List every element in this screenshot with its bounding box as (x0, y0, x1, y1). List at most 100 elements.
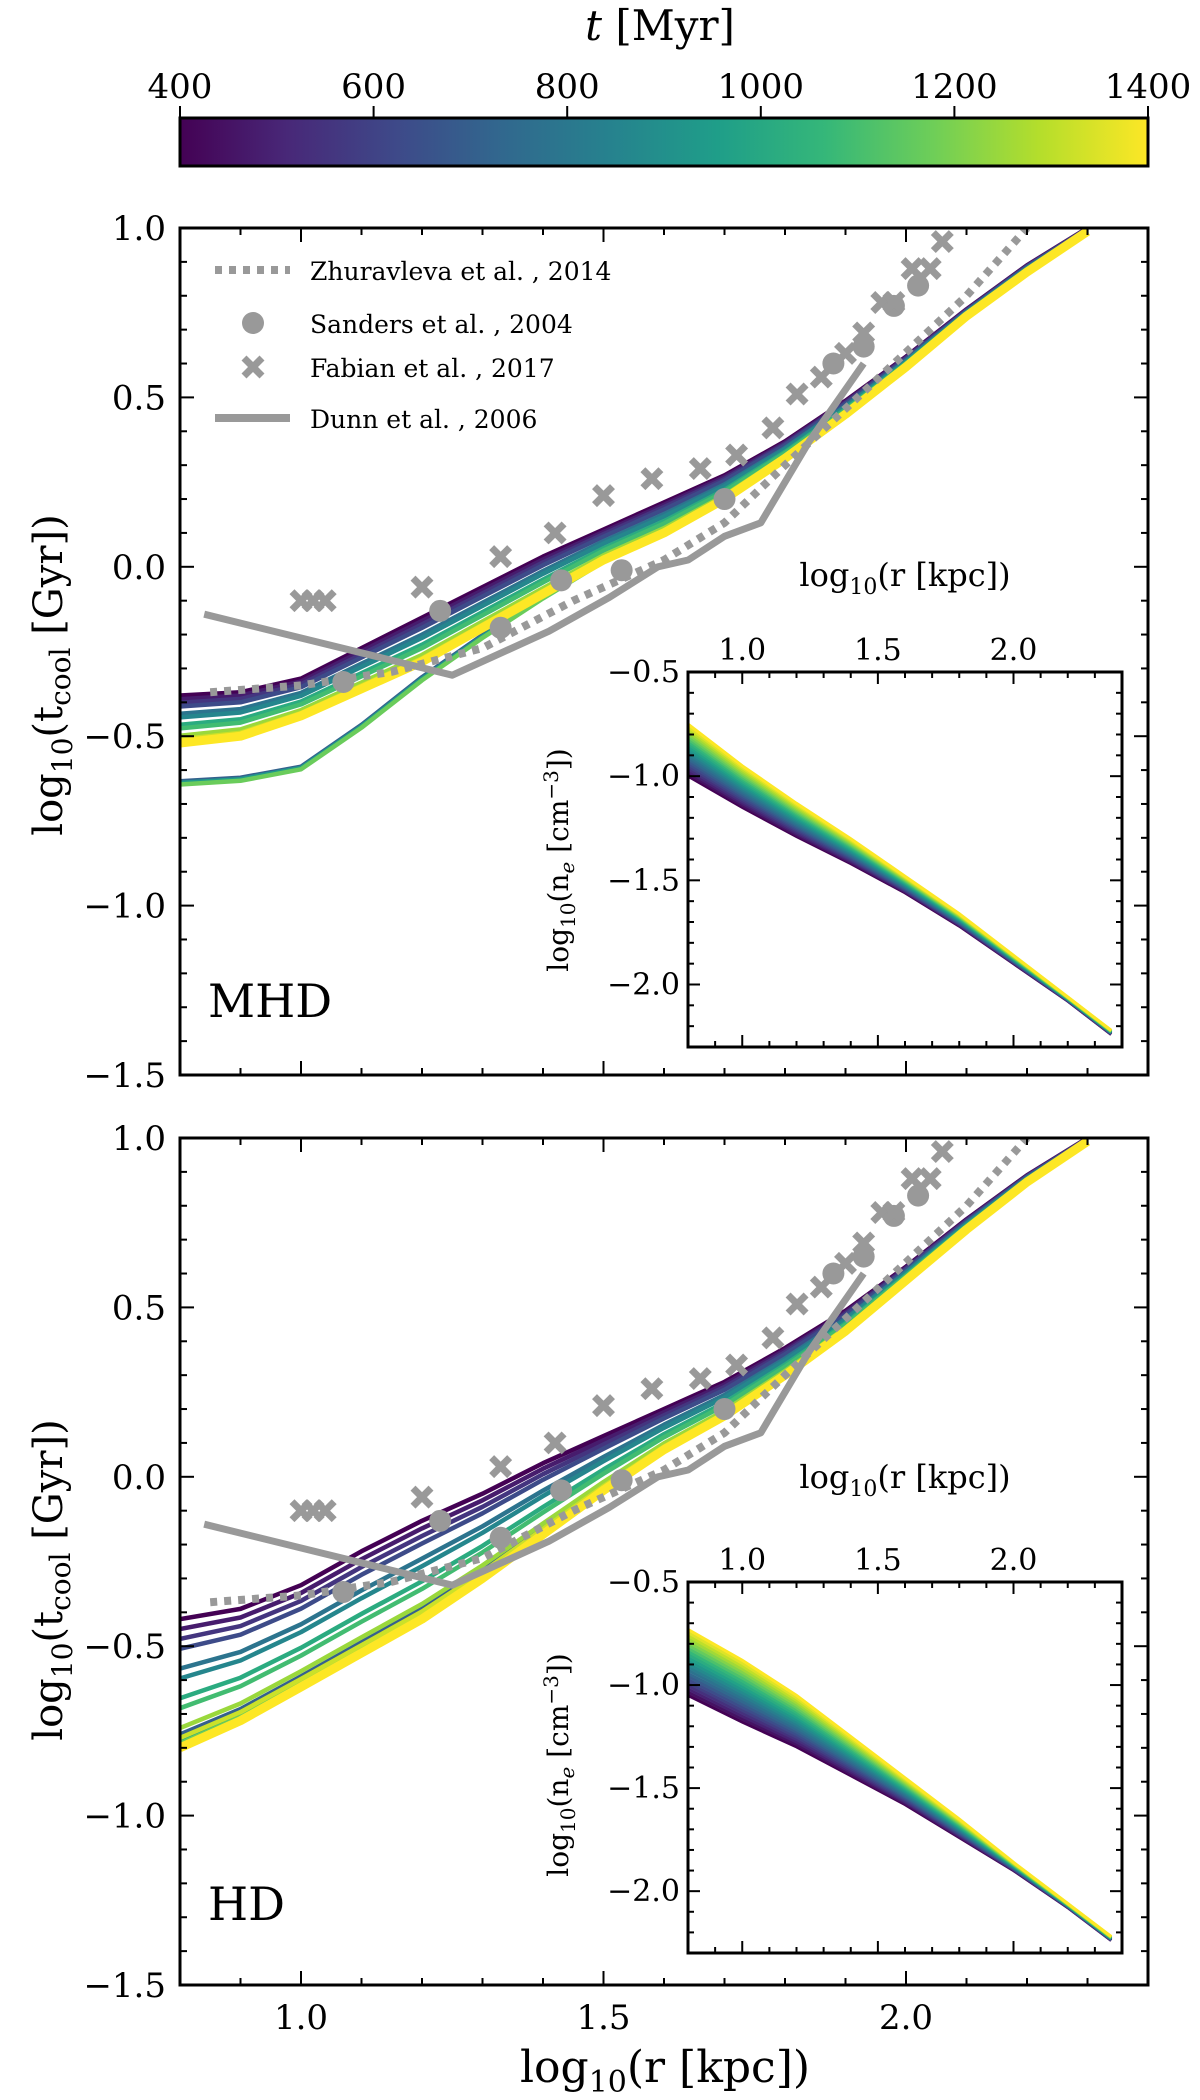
hd-inset-xlabel: log10(r [kpc]) (799, 1458, 1010, 1502)
hd-xtick-label: 1.0 (274, 1998, 328, 2038)
mhd-fabian-point (785, 382, 809, 406)
mhd-sanders-point (610, 559, 633, 582)
mhd-ytick-label: 0.5 (112, 378, 166, 418)
hd-plot-area (180, 1138, 1091, 1752)
mhd-inset-xlabel: log10(r [kpc]) (799, 556, 1010, 600)
mhd-sanders-point (713, 488, 736, 511)
hd-dunn-line (203, 1271, 867, 1589)
mhd-fabian-point (852, 321, 876, 345)
mhd-sanders-point (332, 670, 355, 693)
hd-fabian-point (410, 1485, 434, 1509)
hd-panel: −1.5 −1.0 −0.5 0.0 0.5 1.0 1.0 1.5 2.0 HD log10(… (26, 1119, 1150, 2038)
mhd-inset: 1.0 1.5 2.0 −2.0 −1.5 −1.0 −0.5 log10(r [kpc])… (539, 556, 1124, 1049)
mhd-fabian-point (834, 341, 857, 365)
legend-dunn-label: Dunn et al. , 2006 (310, 405, 537, 434)
colorbar-tick-label: 1200 (911, 67, 998, 107)
mhd-fabian-point (809, 365, 833, 389)
hd-zhuravleva-line (209, 1138, 1030, 1607)
hd-xtick-label: 2.0 (879, 1998, 933, 2038)
mhd-profile-line (180, 228, 1089, 709)
mhd-profile-line (180, 228, 1089, 727)
legend: Zhuravleva et al. , 2014 Sanders et al. … (215, 257, 611, 434)
mhd-inset-ytick-label: −0.5 (607, 655, 680, 690)
mhd-dunn-line (203, 361, 867, 679)
hd-inset-xtick-label: 1.0 (718, 1543, 766, 1578)
hd-fabian-point (882, 1201, 906, 1225)
hd-sanders-point (489, 1526, 512, 1549)
legend-fabian-label: Fabian et al. , 2017 (310, 354, 555, 383)
mhd-inset-profile (688, 722, 1113, 1032)
hd-inset-ytick-label: −2.0 (607, 1874, 680, 1909)
mhd-inset-ytick-label: −1.5 (607, 863, 680, 898)
hd-inset-plot (688, 1582, 1122, 1953)
hd-fabian-point (918, 1167, 942, 1191)
mhd-inset-ytick-label: −1.0 (607, 759, 680, 794)
mhd-fabian-point (882, 291, 906, 315)
hd-fabian-point (930, 1140, 954, 1164)
mhd-inset-xtick-label: 1.0 (718, 633, 766, 668)
mhd-fabian-point (725, 443, 749, 467)
colorbar-tick-label: 800 (535, 67, 600, 107)
hd-inset-xtick-label: 1.5 (854, 1543, 902, 1578)
legend-sanders-label: Sanders et al. , 2004 (310, 310, 573, 339)
hd-inset-xtick-label: 2.0 (990, 1543, 1038, 1578)
hd-profile-line (180, 1138, 1091, 1752)
hd-ytick-label: −1.5 (83, 1966, 166, 2006)
mhd-inset-xtick-label: 2.0 (990, 633, 1038, 668)
mhd-sanders-point (429, 599, 452, 622)
mhd-sanders-point (907, 274, 930, 297)
mhd-panel: −1.5 −1.0 −0.5 0.0 0.5 1.0 MHD log10(tcool [G… (26, 209, 1150, 1096)
colorbar-ticks: 400 600 800 1000 1200 1400 (148, 67, 1192, 118)
mhd-fabian-point (410, 575, 434, 599)
hd-inset-ytick-label: −1.5 (607, 1771, 680, 1806)
mhd-fabian-point (489, 545, 513, 569)
hd-fabian-point (761, 1326, 785, 1350)
hd-fabian-point (725, 1353, 749, 1377)
mhd-ytick-label: −1.5 (83, 1056, 166, 1096)
hd-ytick-label: −0.5 (83, 1627, 166, 1667)
legend-fabian-marker (241, 355, 265, 379)
mhd-fabian-point (688, 457, 712, 481)
mhd-ytick-label: −1.0 (83, 887, 166, 927)
hd-profile-line (180, 1138, 1089, 1632)
mhd-inset-ytick-label: −2.0 (607, 968, 680, 1003)
mhd-ytick-label: −0.5 (83, 717, 166, 757)
mhd-ytick-label: 0.0 (112, 548, 166, 588)
mhd-profile-line (180, 228, 1089, 731)
hd-axes: −1.5 −1.0 −0.5 0.0 0.5 1.0 1.0 1.5 2.0 (83, 1119, 1150, 2038)
hd-inset-axes: 1.0 1.5 2.0 −2.0 −1.5 −1.0 −0.5 (607, 1543, 1124, 1955)
main-xlabel: log10(r [kpc]) (520, 2042, 810, 2100)
mhd-fabian-point (761, 416, 785, 440)
hd-sanders-point (429, 1509, 452, 1532)
mhd-fabian-point (592, 484, 615, 508)
colorbar-tick-label: 1400 (1105, 67, 1192, 107)
hd-profile-line (180, 1138, 1089, 1622)
colorbar: t [Myr] 400 600 800 1000 1200 1400 (148, 1, 1192, 168)
mhd-fabian-point (918, 257, 942, 281)
legend-zhuravleva-label: Zhuravleva et al. , 2014 (310, 257, 611, 286)
hd-fabian-point (852, 1231, 876, 1255)
hd-ytick-label: 0.5 (112, 1288, 166, 1328)
hd-inset: 1.0 1.5 2.0 −2.0 −1.5 −1.0 −0.5 log10(r [kpc])… (539, 1458, 1124, 1955)
mhd-plot-area (180, 228, 1091, 787)
hd-xtick-label: 1.5 (576, 1998, 630, 2038)
mhd-ytick-label: 1.0 (112, 209, 166, 249)
mhd-sanders-point (550, 569, 573, 592)
mhd-zhuravleva-line (209, 228, 1030, 697)
colorbar-tick-label: 400 (148, 67, 213, 107)
mhd-axes: −1.5 −1.0 −0.5 0.0 0.5 1.0 (83, 209, 1150, 1096)
mhd-inset-axes: 1.0 1.5 2.0 −2.0 −1.5 −1.0 −0.5 (607, 633, 1124, 1049)
colorbar-gradient (178, 116, 1150, 168)
mhd-profile-line (180, 228, 1089, 702)
mhd-panel-label: MHD (208, 974, 332, 1028)
mhd-profile-line (180, 228, 1091, 748)
hd-panel-label: HD (208, 1877, 285, 1931)
hd-sanders-point (907, 1184, 930, 1207)
hd-fabian-point (543, 1431, 567, 1455)
hd-profile-line (180, 1138, 1089, 1642)
hd-fabian-point (489, 1455, 513, 1479)
mhd-inset-ylabel: log10(ne [cm−3]) (539, 748, 580, 971)
mhd-fabian-point (543, 521, 567, 545)
hd-fabian-point (900, 1167, 924, 1191)
